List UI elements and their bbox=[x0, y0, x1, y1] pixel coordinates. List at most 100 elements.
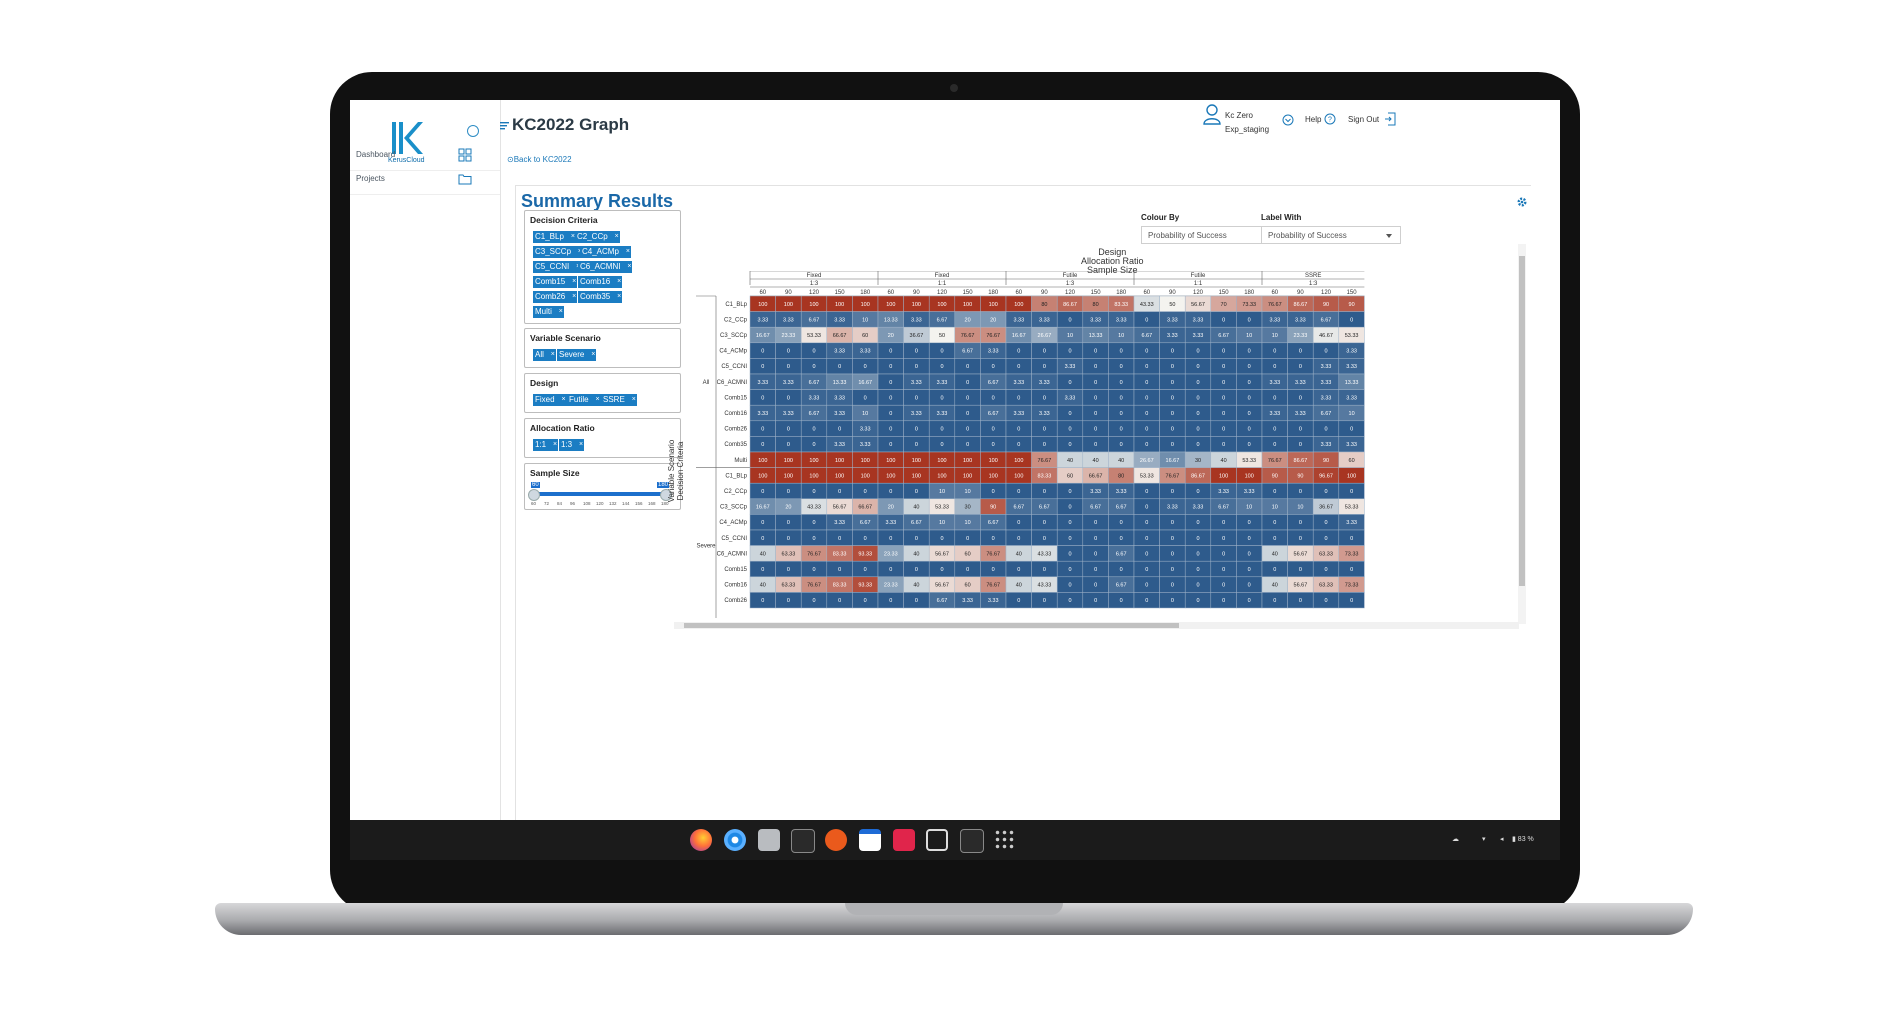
heatmap-cell-label: 0 bbox=[1094, 598, 1097, 604]
heatmap-cell-label: 0 bbox=[1171, 551, 1174, 557]
chip-futile[interactable]: Futile bbox=[567, 394, 601, 406]
vertical-scrollbar[interactable] bbox=[1518, 244, 1526, 624]
heatmap-cell-label: 0 bbox=[1068, 520, 1071, 526]
sample-size-label: 60 bbox=[759, 290, 766, 296]
heatmap-cell-label: 0 bbox=[1120, 380, 1123, 386]
criterion-label: C1_BLp bbox=[725, 302, 747, 308]
chip-c1-blp[interactable]: C1_BLp bbox=[533, 231, 576, 243]
heatmap-cell-label: 0 bbox=[761, 598, 764, 604]
heatmap-cell-label: 60 bbox=[1067, 473, 1073, 479]
heatmap-cell-label: 0 bbox=[992, 395, 995, 401]
terminal2-icon[interactable] bbox=[960, 829, 984, 853]
app-store-icon[interactable] bbox=[825, 829, 847, 851]
screenshot-icon[interactable] bbox=[893, 829, 915, 851]
heatmap-cell-label: 26.67 bbox=[1140, 458, 1154, 464]
chip-c2-ccp[interactable]: C2_CCp bbox=[575, 231, 620, 243]
heatmap-cell-label: 3.33 bbox=[911, 411, 922, 417]
sample-size-slider-track[interactable] bbox=[533, 492, 665, 496]
taskbar: ☁ ▾ ◂ ▮ 83 % bbox=[350, 820, 1560, 860]
heatmap-cell-label: 53.33 bbox=[1345, 333, 1359, 339]
back-link[interactable]: ⊙Back to KC2022 bbox=[507, 155, 572, 164]
chip-all[interactable]: All bbox=[533, 349, 556, 361]
heatmap-cell-label: 0 bbox=[966, 427, 969, 433]
volume-icon[interactable]: ◂ bbox=[1500, 836, 1504, 843]
heatmap-cell-label: 0 bbox=[889, 349, 892, 355]
chip-c3-sccp[interactable]: C3_SCCp bbox=[533, 246, 584, 258]
chip-ratio-1-3[interactable]: 1:3 bbox=[559, 439, 585, 451]
heatmap-cell-label: 100 bbox=[835, 458, 844, 464]
heatmap-cell-label: 10 bbox=[1246, 505, 1252, 511]
criterion-label: Comb26 bbox=[724, 598, 747, 604]
heatmap-cell-label: 16.67 bbox=[756, 505, 770, 511]
chip-ssre[interactable]: SSRE bbox=[601, 394, 637, 406]
heatmap-cell-label: 83.33 bbox=[1114, 302, 1128, 308]
heatmap-cell-label: 0 bbox=[1273, 427, 1276, 433]
chip-comb15[interactable]: Comb15 bbox=[533, 276, 578, 288]
heatmap-cell-label: 0 bbox=[1120, 567, 1123, 573]
horizontal-scrollbar[interactable] bbox=[674, 622, 1519, 629]
heatmap-cell-label: 100 bbox=[861, 458, 870, 464]
cloud-icon[interactable]: ☁ bbox=[1452, 836, 1459, 843]
heatmap-cell-label: 10 bbox=[1272, 333, 1278, 339]
sample-size-label: 90 bbox=[913, 290, 920, 296]
sample-size-label: 150 bbox=[1091, 290, 1102, 296]
heatmap-cell-label: 3.33 bbox=[757, 380, 768, 386]
files-icon[interactable] bbox=[758, 829, 780, 851]
firefox-icon[interactable] bbox=[690, 829, 712, 851]
chip-c6-acmni[interactable]: C6_ACMNI bbox=[578, 261, 633, 273]
slider-tick-label: 60 bbox=[531, 501, 537, 506]
heatmap-cell-label: 0 bbox=[864, 489, 867, 495]
heatmap-cell-label: 73.33 bbox=[1345, 551, 1359, 557]
battery-status[interactable]: ▮ 83 % bbox=[1512, 836, 1534, 843]
menu-icon[interactable] bbox=[500, 122, 509, 130]
slider-max-handle[interactable] bbox=[660, 489, 672, 501]
chip-severe[interactable]: Severe bbox=[557, 349, 597, 361]
heatmap-cell-label: 0 bbox=[1248, 380, 1251, 386]
heatmap-cell-label: 53.33 bbox=[1140, 473, 1154, 479]
terminal-icon[interactable] bbox=[791, 829, 815, 853]
chip-comb16[interactable]: Comb16 bbox=[578, 276, 623, 288]
summary-panel: Summary Results Decision Criteria C1_BLp… bbox=[515, 185, 1531, 827]
heatmap-cell-label: 0 bbox=[915, 536, 918, 542]
calendar-icon[interactable] bbox=[859, 829, 881, 851]
heatmap-cell-label: 0 bbox=[761, 520, 764, 526]
chip-c4-acmp[interactable]: C4_ACMp bbox=[580, 246, 631, 258]
slider-tick-label: 156 bbox=[635, 501, 643, 506]
chip-fixed[interactable]: Fixed bbox=[533, 394, 567, 406]
crop-icon[interactable] bbox=[926, 829, 948, 851]
help-link[interactable]: Help bbox=[1305, 115, 1321, 124]
heatmap-cell-label: 0 bbox=[1222, 427, 1225, 433]
criterion-label: C5_CCNI bbox=[721, 364, 747, 370]
colour-by-select[interactable]: Probability of Success bbox=[1141, 226, 1281, 244]
chevron-down-icon[interactable] bbox=[1282, 114, 1294, 126]
screen: KerusCloud Dashboard Projects KC2022 Gra… bbox=[350, 100, 1560, 860]
gear-icon[interactable] bbox=[1516, 196, 1528, 208]
chip-c5-ccni[interactable]: C5_CCNI bbox=[533, 261, 582, 273]
sidebar-item-projects[interactable]: Projects bbox=[350, 166, 500, 195]
heatmap-cell-label: 0 bbox=[1299, 442, 1302, 448]
collapse-sidebar-icon[interactable] bbox=[467, 125, 479, 137]
heatmap-cell-label: 0 bbox=[1350, 567, 1353, 573]
horizontal-scroll-thumb[interactable] bbox=[684, 623, 1179, 628]
design-header: Futile bbox=[1063, 273, 1078, 279]
slider-min-handle[interactable] bbox=[528, 489, 540, 501]
signout-icon[interactable] bbox=[1384, 112, 1396, 126]
heatmap-cell-label: 0 bbox=[1094, 442, 1097, 448]
app-grid-icon[interactable] bbox=[994, 829, 1016, 851]
heatmap-cell-label: 3.33 bbox=[1346, 349, 1357, 355]
sidebar-item-dashboard[interactable]: Dashboard bbox=[350, 142, 500, 171]
help-icon[interactable]: ? bbox=[1324, 113, 1336, 125]
heatmap-cell-label: 10 bbox=[1118, 333, 1124, 339]
heatmap-cell-label: 0 bbox=[1248, 567, 1251, 573]
vertical-scroll-thumb[interactable] bbox=[1519, 256, 1525, 586]
chip-multi[interactable]: Multi bbox=[533, 306, 564, 318]
chip-ratio-1-1[interactable]: 1:1 bbox=[533, 439, 559, 451]
chromium-icon[interactable] bbox=[724, 829, 746, 851]
chip-comb35[interactable]: Comb35 bbox=[578, 291, 623, 303]
heatmap-cell-label: 0 bbox=[1094, 411, 1097, 417]
label-with-select[interactable]: Probability of Success bbox=[1261, 226, 1401, 244]
heatmap-cell-label: 0 bbox=[1094, 380, 1097, 386]
signout-link[interactable]: Sign Out bbox=[1348, 115, 1379, 124]
chip-comb26[interactable]: Comb26 bbox=[533, 291, 578, 303]
wifi-icon[interactable]: ▾ bbox=[1482, 836, 1486, 843]
